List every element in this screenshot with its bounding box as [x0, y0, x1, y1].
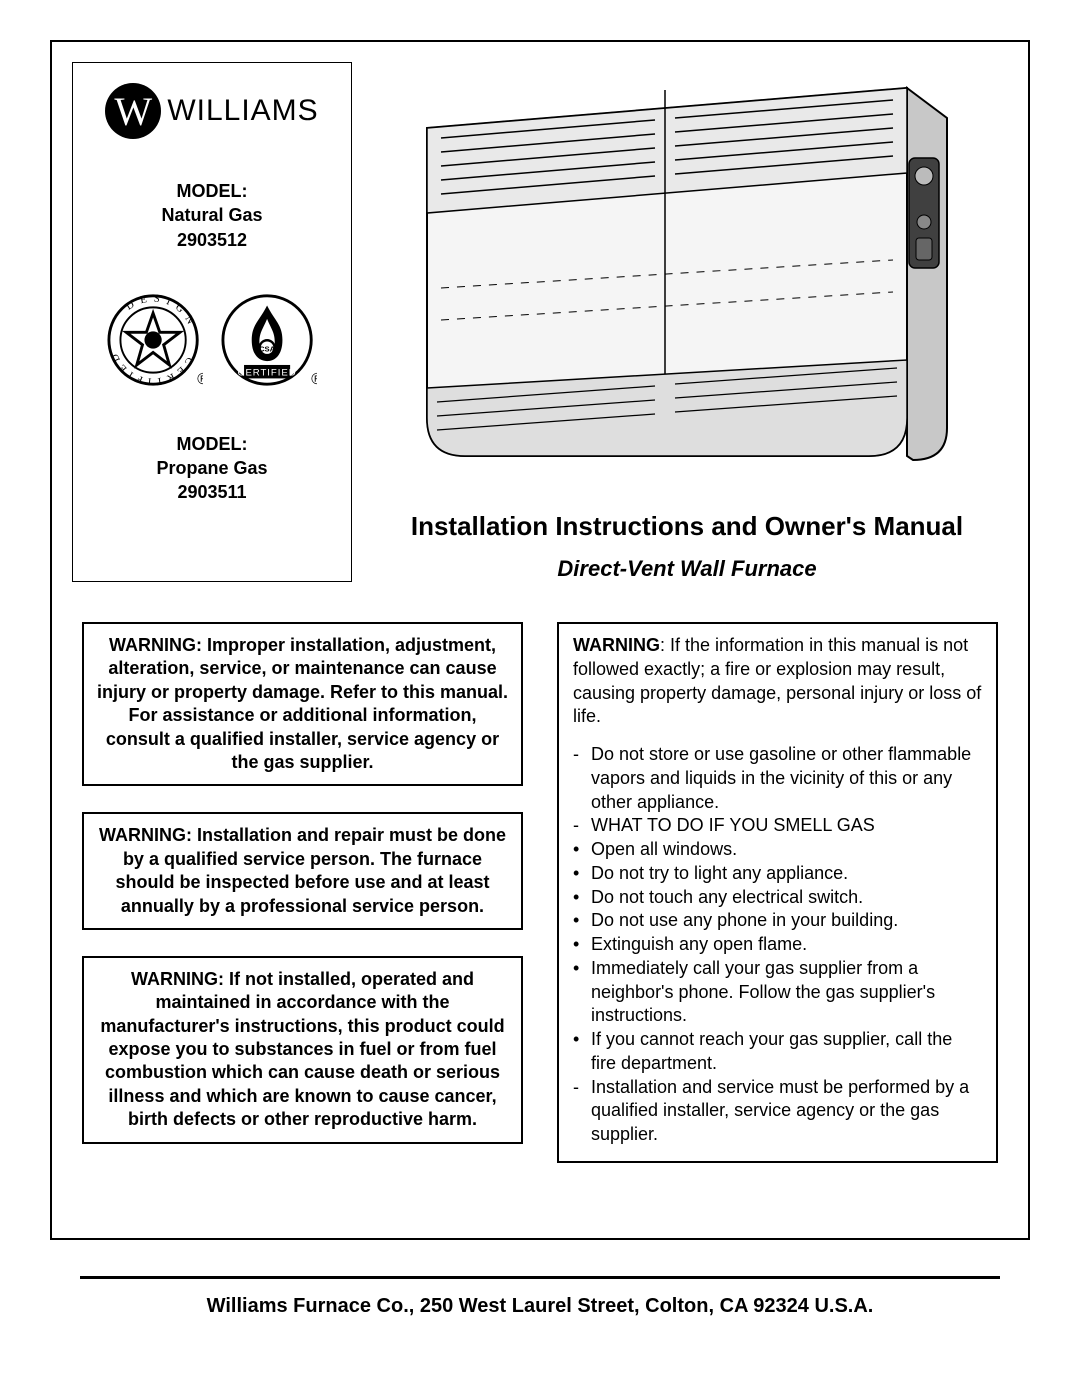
warning-list-item: •Do not use any phone in your building.: [573, 909, 982, 933]
certification-badges: D E S I G N C E R T I F I E D ® CSA CERT…: [107, 292, 317, 388]
model-natural-gas: MODEL: Natural Gas 2903512: [161, 179, 262, 252]
right-pane: Installation Instructions and Owner's Ma…: [366, 62, 1008, 582]
model-number: 2903511: [156, 480, 267, 504]
page-subtitle: Direct-Vent Wall Furnace: [366, 556, 1008, 582]
csa-certified-icon: CSA CERTIFIED ®: [221, 292, 317, 388]
list-marker: •: [573, 909, 591, 933]
model-fuel: Natural Gas: [161, 203, 262, 227]
document-frame: W WILLIAMS MODEL: Natural Gas 2903512 D …: [50, 40, 1030, 1240]
warning-header: WARNING: If the information in this manu…: [573, 634, 982, 729]
warning-list-item: •Open all windows.: [573, 838, 982, 862]
svg-text:®: ®: [197, 371, 203, 388]
svg-text:CERTIFIED: CERTIFIED: [238, 367, 297, 378]
warning-list: -Do not store or use gasoline or other f…: [573, 743, 982, 1147]
warning-list-item: •Immediately call your gas supplier from…: [573, 957, 982, 1028]
warning-box-gas: WARNING: If the information in this manu…: [557, 622, 998, 1163]
warning-list-item: -WHAT TO DO IF YOU SMELL GAS: [573, 814, 982, 838]
list-text: Do not store or use gasoline or other fl…: [591, 743, 982, 814]
list-text: Installation and service must be perform…: [591, 1076, 982, 1147]
model-number: 2903512: [161, 228, 262, 252]
warning-list-item: •Extinguish any open flame.: [573, 933, 982, 957]
list-marker: •: [573, 1028, 591, 1076]
model-label: MODEL:: [161, 179, 262, 203]
list-text: Immediately call your gas supplier from …: [591, 957, 982, 1028]
list-text: Open all windows.: [591, 838, 982, 862]
warning-list-item: •If you cannot reach your gas supplier, …: [573, 1028, 982, 1076]
page-title: Installation Instructions and Owner's Ma…: [366, 511, 1008, 542]
warning-label: WARNING: [573, 635, 660, 655]
list-text: Extinguish any open flame.: [591, 933, 982, 957]
title-block: Installation Instructions and Owner's Ma…: [366, 511, 1008, 582]
furnace-icon: [407, 68, 967, 468]
warning-box-3: WARNING: If not installed, operated and …: [82, 956, 523, 1144]
list-marker: •: [573, 886, 591, 910]
list-marker: -: [573, 1076, 591, 1147]
list-marker: -: [573, 743, 591, 814]
list-marker: -: [573, 814, 591, 838]
list-text: Do not try to light any appliance.: [591, 862, 982, 886]
model-fuel: Propane Gas: [156, 456, 267, 480]
list-text: Do not touch any electrical switch.: [591, 886, 982, 910]
list-marker: •: [573, 933, 591, 957]
warning-list-item: •Do not touch any electrical switch.: [573, 886, 982, 910]
warnings-right-column: WARNING: If the information in this manu…: [557, 622, 998, 1163]
model-label: MODEL:: [156, 432, 267, 456]
footer-divider: [80, 1276, 1000, 1279]
svg-text:®: ®: [311, 371, 317, 388]
design-certified-icon: D E S I G N C E R T I F I E D ®: [107, 292, 203, 388]
list-text: WHAT TO DO IF YOU SMELL GAS: [591, 814, 982, 838]
warning-list-item: -Installation and service must be perfor…: [573, 1076, 982, 1147]
warning-box-1: WARNING: Improper installation, adjustme…: [82, 622, 523, 786]
brand-logo: W WILLIAMS: [105, 83, 318, 139]
header-row: W WILLIAMS MODEL: Natural Gas 2903512 D …: [72, 62, 1008, 582]
warning-list-item: -Do not store or use gasoline or other f…: [573, 743, 982, 814]
list-text: Do not use any phone in your building.: [591, 909, 982, 933]
model-propane-gas: MODEL: Propane Gas 2903511: [156, 432, 267, 505]
brand-name: WILLIAMS: [167, 94, 318, 128]
warning-list-item: •Do not try to light any appliance.: [573, 862, 982, 886]
list-text: If you cannot reach your gas supplier, c…: [591, 1028, 982, 1076]
warnings-left-column: WARNING: Improper installation, adjustme…: [82, 622, 523, 1163]
list-marker: •: [573, 838, 591, 862]
left-info-pane: W WILLIAMS MODEL: Natural Gas 2903512 D …: [72, 62, 352, 582]
list-marker: •: [573, 862, 591, 886]
svg-text:CSA: CSA: [259, 344, 276, 353]
footer-address: Williams Furnace Co., 250 West Laurel St…: [50, 1295, 1030, 1318]
brand-mark-icon: W: [105, 83, 161, 139]
product-illustration: [366, 62, 1008, 501]
warnings-section: WARNING: Improper installation, adjustme…: [72, 622, 1008, 1163]
list-marker: •: [573, 957, 591, 1028]
warning-box-2: WARNING: Installation and repair must be…: [82, 812, 523, 930]
